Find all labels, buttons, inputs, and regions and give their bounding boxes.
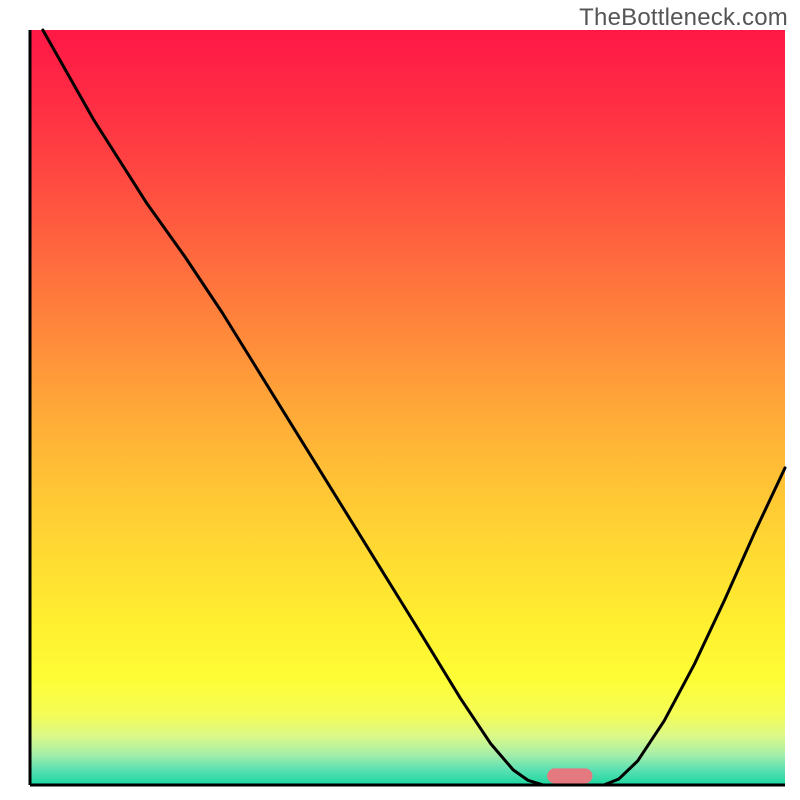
chart-background [30, 30, 785, 785]
bottleneck-chart [0, 0, 800, 800]
chart-container: TheBottleneck.com [0, 0, 800, 800]
watermark-text: TheBottleneck.com [579, 4, 788, 32]
optimal-marker [547, 768, 592, 783]
